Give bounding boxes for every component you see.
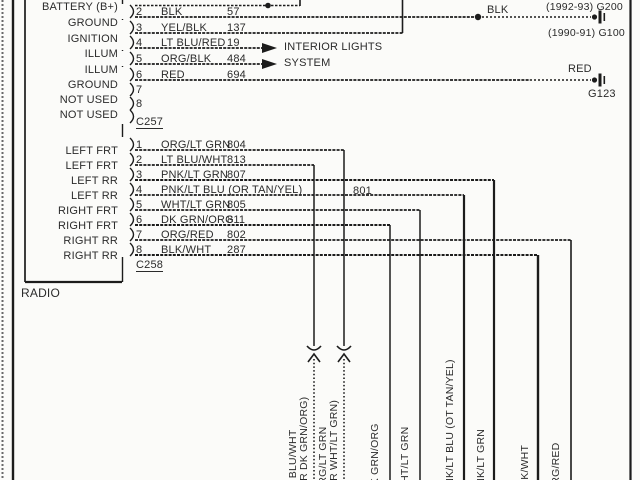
radio-component-label: RADIO <box>21 286 61 300</box>
c258-wire-color: ORG/RED <box>161 229 214 241</box>
c258-pin-brackets <box>119 137 135 257</box>
ground-g123-label: G123 <box>588 88 616 100</box>
c257-pin-number: 4 <box>136 37 143 49</box>
wire-tag: PNK/LT BLU (OT TAN/YEL) <box>444 359 456 480</box>
c258-circuit-number: 807 <box>227 169 246 181</box>
c257-function-label: ILLUM <box>84 48 118 60</box>
c258-pin-number: 1 <box>136 139 143 151</box>
c258-circuit-number: 805 <box>227 199 246 211</box>
ground-symbol-g123 <box>591 73 606 87</box>
c258-function-label: RIGHT FRT <box>57 205 118 217</box>
c257-wire-color: YEL/BLK <box>161 22 208 34</box>
c258-circuit-number-801: 801 <box>353 185 372 197</box>
c258-pin-number: 5 <box>136 199 143 211</box>
c258-function-label: RIGHT RR <box>63 250 118 262</box>
blk-wire-label: BLK <box>487 4 509 16</box>
c257-circuit-number: 19 <box>227 37 240 49</box>
c257-function-label: NOT USED <box>59 109 118 121</box>
c257-pin-number: 2 <box>136 6 143 18</box>
interior-lights-system-label: SYSTEM <box>284 57 331 69</box>
c258-pin-number: 7 <box>136 229 143 241</box>
c257-pin-number: 8 <box>136 98 143 110</box>
c258-pin-number: 3 <box>136 169 143 181</box>
c257-pin-brackets <box>119 4 135 124</box>
wire-tag: BLK/WHT <box>519 444 531 480</box>
c257-function-label: IGNITION <box>67 33 118 45</box>
c258-wire-color: PNK/LT BLU (OR TAN/YEL) <box>161 184 303 196</box>
c258-circuit-number: 802 <box>227 229 246 241</box>
c258-circuit-number: 804 <box>227 139 246 151</box>
wire-tag: WHT/LT GRN <box>399 426 411 480</box>
c257-function-label: BATTERY (B+) <box>41 1 118 13</box>
c258-wire-color: DK GRN/ORG <box>161 214 234 226</box>
c257-pin-number: 7 <box>136 84 143 96</box>
ground-g200-label: (1992-93) G200 <box>546 1 623 13</box>
wire-tag: (OR WHT/LT GRN) <box>328 399 340 480</box>
c258-wire-color: LT BLU/WHT <box>161 154 228 166</box>
arrow-interior-lights-2 <box>262 59 277 69</box>
c257-circuit-number: 137 <box>227 22 246 34</box>
c257-pin-number: 6 <box>136 69 143 81</box>
c257-wire-color: BLK <box>161 6 183 18</box>
wire-tag: DK GRN/ORG <box>369 423 381 480</box>
interior-lights-label: INTERIOR LIGHTS <box>284 41 383 53</box>
red-wire-label: RED <box>568 63 592 75</box>
c258-pin-number: 4 <box>136 184 143 196</box>
c257-circuit-number: 694 <box>227 69 246 81</box>
c257-wire-color: ORG/BLK <box>161 53 212 65</box>
connector-label-c257: C257 <box>136 116 164 129</box>
c257-wire-color: LT BLU/RED <box>161 37 226 49</box>
c258-wire-color: WHT/LT GRN <box>161 199 231 211</box>
c257-function-label: NOT USED <box>59 94 118 106</box>
connector-label-c258: C258 <box>136 259 164 272</box>
c258-function-label: LEFT FRT <box>65 145 118 157</box>
c258-pin-number: 8 <box>136 244 143 256</box>
c257-wire-color: RED <box>161 69 185 81</box>
c257-function-label: GROUND <box>67 17 118 29</box>
inline-connector-symbols <box>306 345 352 480</box>
wire-tag: PNK/LT GRN <box>475 428 487 480</box>
c258-wire-color: ORG/LT GRN <box>161 139 231 151</box>
c257-pin-number: 3 <box>136 22 143 34</box>
c257-circuit-number: 57 <box>227 6 240 18</box>
c257-pin-number: 5 <box>136 53 143 65</box>
c258-wire-color: PNK/LT GRN <box>161 169 228 181</box>
c258-circuit-number: 813 <box>227 154 246 166</box>
arrow-interior-lights-1 <box>262 43 277 53</box>
c257-function-label: ILLUM <box>84 64 118 76</box>
c257-circuit-number: 484 <box>227 53 246 65</box>
c258-circuit-number: 287 <box>227 244 246 256</box>
wire-tag: (OR DK GRN/ORG) <box>298 396 310 480</box>
ground-symbol-g200-g100 <box>591 10 606 24</box>
wires-c258 <box>135 149 572 480</box>
c258-pin-number: 6 <box>136 214 143 226</box>
wires-c257 <box>135 0 606 87</box>
wire-tag: ORG/RED <box>550 442 562 480</box>
pin-brackets <box>119 4 135 257</box>
c258-function-label: RIGHT FRT <box>57 220 118 232</box>
c258-function-label: LEFT RR <box>70 190 118 202</box>
c258-pin-number: 2 <box>136 154 143 166</box>
c257-function-label: GROUND <box>67 79 118 91</box>
c258-circuit-number: 811 <box>227 214 246 226</box>
c258-function-label: LEFT FRT <box>65 160 118 172</box>
ground-g100-label: (1990-91) G100 <box>548 27 625 39</box>
c258-wire-color: BLK/WHT <box>161 244 212 256</box>
c258-function-label: LEFT RR <box>70 175 118 187</box>
c258-function-label: RIGHT RR <box>63 235 118 247</box>
